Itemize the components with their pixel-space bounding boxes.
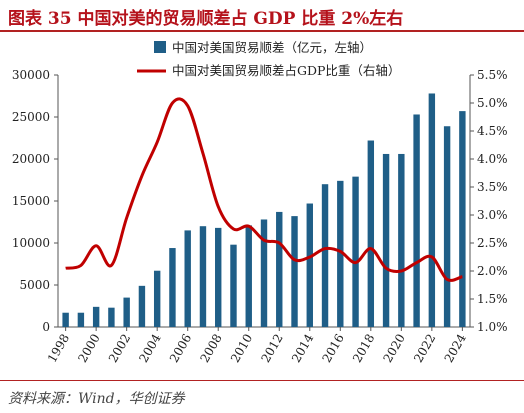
bar: [215, 227, 222, 327]
x-tick-label: 2014: [289, 331, 317, 365]
bar: [321, 184, 329, 327]
x-tick-label: 2024: [442, 331, 470, 365]
bar: [382, 153, 390, 327]
bar: [184, 230, 191, 327]
y-left-tick-label: 0: [42, 320, 50, 334]
y-right-tick-label: 2.5%: [477, 236, 508, 250]
y-right-tick-label: 4.0%: [477, 152, 508, 166]
bar: [138, 285, 146, 327]
axes: 0 5000 10000 15000 20000 25000 30000 1.0% 1.5% 2.…: [12, 68, 508, 365]
bar: [276, 211, 283, 327]
x-tick-label: 2016: [319, 332, 346, 365]
bar: [428, 93, 436, 327]
bar: [413, 114, 420, 327]
bar: [230, 244, 237, 327]
bar: [169, 248, 176, 327]
y-right-tick-label: 3.5%: [477, 180, 508, 194]
y-left-tick-label: 20000: [12, 152, 50, 166]
y-right-tick-label: 3.0%: [477, 208, 508, 222]
bottom-rule: [0, 380, 524, 381]
bar: [337, 180, 344, 327]
y-left-tick-label: 10000: [12, 236, 50, 250]
y-left-tick-label: 30000: [12, 68, 50, 82]
bar: [199, 226, 207, 327]
x-tick-label: 2012: [258, 332, 285, 365]
bar: [443, 126, 451, 328]
y-left-tick-label: 5000: [19, 278, 50, 292]
y-left-tick-label: 25000: [12, 110, 50, 124]
bar: [108, 307, 115, 327]
x-tick-label: 2020: [381, 332, 408, 365]
bar: [92, 306, 100, 327]
y-right-tick-label: 1.0%: [477, 320, 508, 334]
x-tick-label: 2010: [228, 332, 255, 365]
y-right-tick-label: 5.5%: [477, 68, 508, 82]
bar: [123, 297, 130, 327]
x-tick-label: 2008: [197, 332, 224, 365]
chart: 0 5000 10000 15000 20000 25000 30000 1.0% 1.5% 2.…: [12, 40, 508, 365]
y-right-tick-label: 1.5%: [477, 292, 508, 306]
bar: [245, 225, 252, 327]
title-bar: 图表 35 中国对美的贸易顺差占 GDP 比重 2%左右: [0, 0, 524, 32]
source-note: 资料来源：Wind，华创证券: [8, 391, 185, 407]
bar: [62, 312, 69, 327]
x-tick-label: 2000: [75, 332, 102, 365]
x-tick-label: 2006: [167, 332, 194, 365]
y-right-tick-label: 2.0%: [477, 264, 508, 278]
x-tick-label: 2022: [411, 332, 438, 365]
legend-bar-label: 中国对美国贸易顺差（亿元，左轴）: [172, 40, 372, 55]
bar: [260, 219, 268, 327]
bar: [291, 216, 298, 327]
x-tick-label: 1998: [45, 332, 72, 365]
x-tick-label: 2004: [136, 331, 164, 365]
bar: [77, 312, 85, 327]
figure-title: 图表 35 中国对美的贸易顺差占 GDP 比重 2%左右: [8, 9, 404, 29]
y-right-tick-label: 5.0%: [477, 96, 508, 110]
legend: 中国对美国贸易顺差（亿元，左轴） 中国对美国贸易顺差占GDP比重（右轴）: [137, 40, 400, 78]
x-tick-label: 2018: [350, 332, 377, 365]
bar-series: [62, 93, 466, 328]
bar: [352, 176, 359, 327]
bar: [459, 111, 466, 328]
y-left-tick-label: 15000: [12, 194, 50, 208]
line-series: [65, 97, 463, 282]
legend-bar-swatch: [154, 41, 166, 53]
bar: [153, 270, 161, 327]
bar: [306, 203, 313, 327]
x-tick-label: 2002: [106, 332, 133, 365]
bar: [398, 153, 405, 327]
legend-line-label: 中国对美国贸易顺差占GDP比重（右轴）: [172, 63, 400, 78]
bar: [367, 140, 375, 327]
y-right-tick-label: 4.5%: [477, 124, 508, 138]
